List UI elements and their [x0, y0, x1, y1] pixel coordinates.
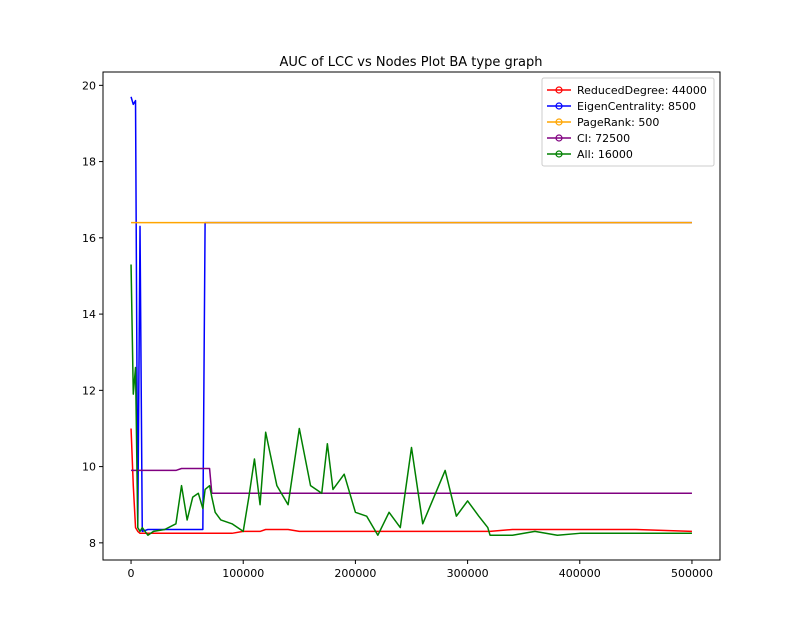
y-tick-label: 18 [82, 156, 96, 169]
legend-label: All: 16000 [577, 148, 633, 161]
y-tick-label: 16 [82, 232, 96, 245]
legend-label: PageRank: 500 [577, 116, 659, 129]
legend-label: EigenCentrality: 8500 [577, 100, 696, 113]
series-line [130, 264, 692, 536]
series-line [131, 467, 692, 495]
x-tick-label: 500000 [671, 567, 713, 580]
series-line [130, 428, 692, 535]
y-tick-label: 8 [89, 537, 96, 550]
legend-box [541, 77, 715, 167]
chart-title: AUC of LCC vs Nodes Plot BA type graph [279, 55, 542, 70]
legend-marker [555, 118, 563, 126]
legend-label: ReducedDegree: 44000 [577, 84, 707, 97]
legend-marker [555, 102, 563, 110]
y-tick-label: 12 [82, 384, 96, 397]
legend-marker [555, 86, 563, 94]
x-tick-label: 200000 [334, 567, 376, 580]
x-tick-label: 0 [128, 567, 135, 580]
x-tick-label: 100000 [222, 567, 264, 580]
legend-marker [555, 134, 563, 142]
y-tick-label: 20 [82, 79, 96, 92]
x-tick-label: 300000 [447, 567, 489, 580]
legend-label: CI: 72500 [577, 132, 630, 145]
plot-frame [102, 71, 721, 561]
y-tick-label: 10 [82, 461, 96, 474]
x-tick-label: 400000 [559, 567, 601, 580]
y-tick-label: 14 [82, 308, 96, 321]
legend-marker [555, 150, 563, 158]
